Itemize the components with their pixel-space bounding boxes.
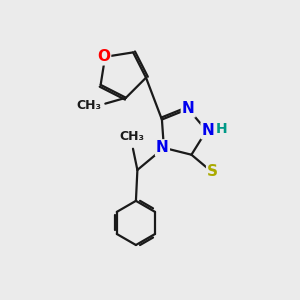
Text: N: N	[182, 101, 195, 116]
Text: CH₃: CH₃	[119, 130, 144, 143]
Text: S: S	[207, 164, 218, 179]
Text: H: H	[216, 122, 228, 136]
Text: N: N	[156, 140, 169, 155]
Text: CH₃: CH₃	[77, 99, 102, 112]
Text: N: N	[202, 123, 214, 138]
Text: O: O	[97, 49, 110, 64]
